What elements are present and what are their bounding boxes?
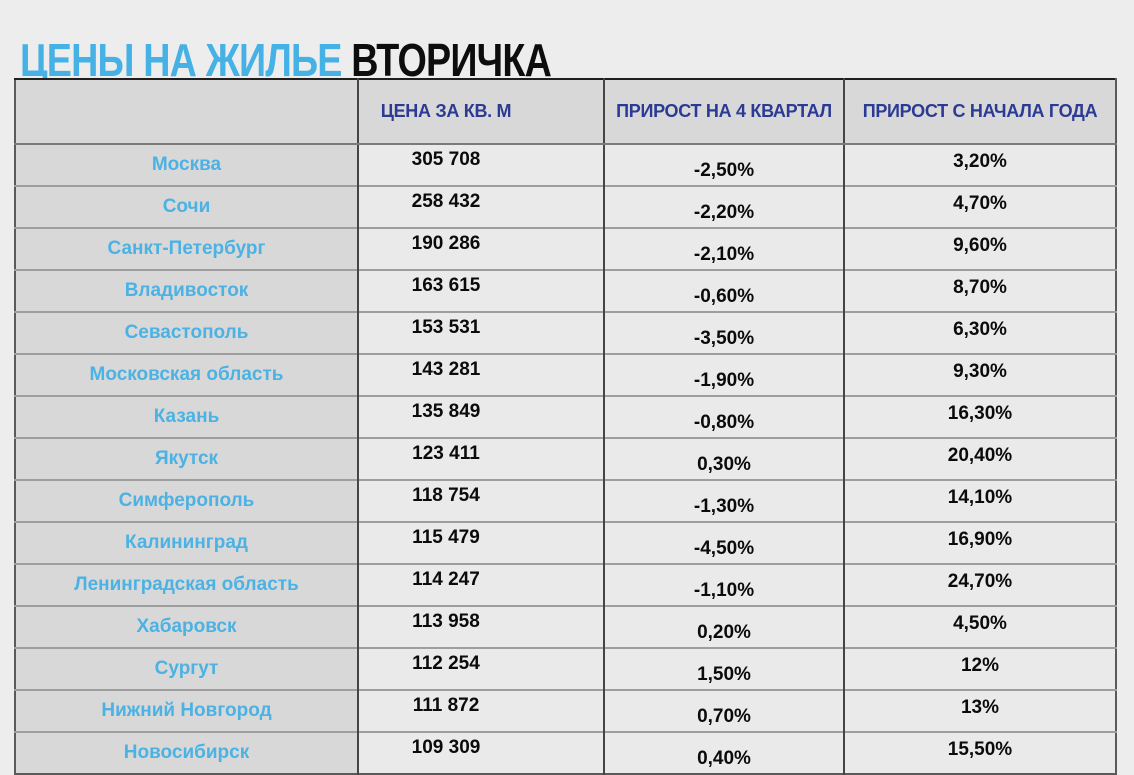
region-cell: Сочи bbox=[15, 185, 358, 228]
price-cell: 112 254 bbox=[357, 647, 604, 690]
growth-ytd-cell: 4,50% bbox=[843, 605, 1116, 648]
region-cell: Москва bbox=[15, 144, 358, 186]
page-title-highlight: ЦЕНЫ НА ЖИЛЬЕ bbox=[20, 33, 342, 86]
header-growth-ytd: ПРИРОСТ С НАЧАЛА ГОДА bbox=[843, 79, 1116, 145]
price-cell: 109 309 bbox=[357, 731, 604, 774]
growth-q4-cell: -1,10% bbox=[603, 563, 844, 606]
price-cell: 258 432 bbox=[357, 185, 604, 228]
region-cell: Казань bbox=[15, 395, 358, 438]
growth-q4-cell: 0,30% bbox=[603, 437, 844, 480]
region-cell: Нижний Новгород bbox=[15, 689, 358, 732]
growth-ytd-cell: 13% bbox=[843, 689, 1116, 732]
growth-q4-cell: -4,50% bbox=[603, 521, 844, 564]
growth-ytd-cell: 16,30% bbox=[843, 395, 1116, 438]
growth-ytd-cell: 12% bbox=[843, 647, 1116, 690]
page-title: ЦЕНЫ НА ЖИЛЬЕ ВТОРИЧКА bbox=[20, 33, 552, 86]
region-cell: Владивосток bbox=[15, 269, 358, 312]
table-row: Казань 135 849 -0,80% 16,30% bbox=[15, 395, 1116, 438]
growth-ytd-cell: 4,70% bbox=[843, 185, 1116, 228]
price-cell: 111 872 bbox=[357, 689, 604, 732]
table-header: ЦЕНА ЗА КВ. М ПРИРОСТ НА 4 КВАРТАЛ ПРИРО… bbox=[15, 79, 1116, 145]
region-cell: Симферополь bbox=[15, 479, 358, 522]
price-cell: 153 531 bbox=[357, 311, 604, 354]
growth-q4-cell: -0,80% bbox=[603, 395, 844, 438]
table-row: Санкт-Петербург 190 286 -2,10% 9,60% bbox=[15, 227, 1116, 270]
growth-ytd-cell: 16,90% bbox=[843, 521, 1116, 564]
table-header-row: ЦЕНА ЗА КВ. М ПРИРОСТ НА 4 КВАРТАЛ ПРИРО… bbox=[15, 79, 1116, 145]
growth-ytd-cell: 3,20% bbox=[843, 144, 1116, 186]
table-body: Москва 305 708 -2,50% 3,20% Сочи 258 432 -2,20… bbox=[15, 144, 1116, 774]
region-cell: Московская область bbox=[15, 353, 358, 396]
price-cell: 163 615 bbox=[357, 269, 604, 312]
price-cell: 190 286 bbox=[357, 227, 604, 270]
growth-q4-cell: 0,20% bbox=[603, 605, 844, 648]
table-row: Москва 305 708 -2,50% 3,20% bbox=[15, 144, 1116, 186]
table-row: Симферополь 118 754 -1,30% 14,10% bbox=[15, 479, 1116, 522]
table-row: Сочи 258 432 -2,20% 4,70% bbox=[15, 185, 1116, 228]
growth-q4-cell: 1,50% bbox=[603, 647, 844, 690]
page: { "title": { "highlight": "ЦЕНЫ НА ЖИЛЬЕ… bbox=[14, 33, 1117, 775]
table-row: Владивосток 163 615 -0,60% 8,70% bbox=[15, 269, 1116, 312]
price-cell: 305 708 bbox=[357, 144, 604, 186]
growth-ytd-cell: 6,30% bbox=[843, 311, 1116, 354]
growth-q4-cell: -2,20% bbox=[603, 185, 844, 228]
growth-ytd-cell: 15,50% bbox=[843, 731, 1116, 774]
growth-ytd-cell: 20,40% bbox=[843, 437, 1116, 480]
growth-q4-cell: -2,10% bbox=[603, 227, 844, 270]
price-cell: 114 247 bbox=[357, 563, 604, 606]
region-cell: Новосибирск bbox=[15, 731, 358, 774]
growth-ytd-cell: 14,10% bbox=[843, 479, 1116, 522]
region-cell: Сургут bbox=[15, 647, 358, 690]
page-title-rest: ВТОРИЧКА bbox=[351, 33, 552, 86]
growth-ytd-cell: 9,30% bbox=[843, 353, 1116, 396]
growth-ytd-cell: 8,70% bbox=[843, 269, 1116, 312]
growth-q4-cell: 0,40% bbox=[603, 731, 844, 774]
region-cell: Калининград bbox=[15, 521, 358, 564]
header-price-per-sqm: ЦЕНА ЗА КВ. М bbox=[357, 79, 604, 145]
table-row: Сургут 112 254 1,50% 12% bbox=[15, 647, 1116, 690]
price-cell: 118 754 bbox=[357, 479, 604, 522]
growth-ytd-cell: 24,70% bbox=[843, 563, 1116, 606]
growth-q4-cell: -3,50% bbox=[603, 311, 844, 354]
header-region bbox=[15, 79, 358, 145]
region-cell: Хабаровск bbox=[15, 605, 358, 648]
growth-q4-cell: 0,70% bbox=[603, 689, 844, 732]
table-row: Якутск 123 411 0,30% 20,40% bbox=[15, 437, 1116, 480]
price-cell: 135 849 bbox=[357, 395, 604, 438]
price-cell: 115 479 bbox=[357, 521, 604, 564]
growth-q4-cell: -1,30% bbox=[603, 479, 844, 522]
prices-table: ЦЕНА ЗА КВ. М ПРИРОСТ НА 4 КВАРТАЛ ПРИРО… bbox=[14, 78, 1117, 775]
region-cell: Ленинградская область bbox=[15, 563, 358, 606]
growth-ytd-cell: 9,60% bbox=[843, 227, 1116, 270]
table-row: Хабаровск 113 958 0,20% 4,50% bbox=[15, 605, 1116, 648]
table-row: Нижний Новгород 111 872 0,70% 13% bbox=[15, 689, 1116, 732]
table-row: Ленинградская область 114 247 -1,10% 24,70% bbox=[15, 563, 1116, 606]
table-row: Новосибирск 109 309 0,40% 15,50% bbox=[15, 731, 1116, 774]
growth-q4-cell: -2,50% bbox=[603, 144, 844, 186]
region-cell: Якутск bbox=[15, 437, 358, 480]
table-row: Севастополь 153 531 -3,50% 6,30% bbox=[15, 311, 1116, 354]
growth-q4-cell: -1,90% bbox=[603, 353, 844, 396]
header-growth-q4: ПРИРОСТ НА 4 КВАРТАЛ bbox=[603, 79, 844, 145]
region-cell: Санкт-Петербург bbox=[15, 227, 358, 270]
growth-q4-cell: -0,60% bbox=[603, 269, 844, 312]
price-cell: 113 958 bbox=[357, 605, 604, 648]
table-row: Калининград 115 479 -4,50% 16,90% bbox=[15, 521, 1116, 564]
price-cell: 123 411 bbox=[357, 437, 604, 480]
table-row: Московская область 143 281 -1,90% 9,30% bbox=[15, 353, 1116, 396]
region-cell: Севастополь bbox=[15, 311, 358, 354]
price-cell: 143 281 bbox=[357, 353, 604, 396]
